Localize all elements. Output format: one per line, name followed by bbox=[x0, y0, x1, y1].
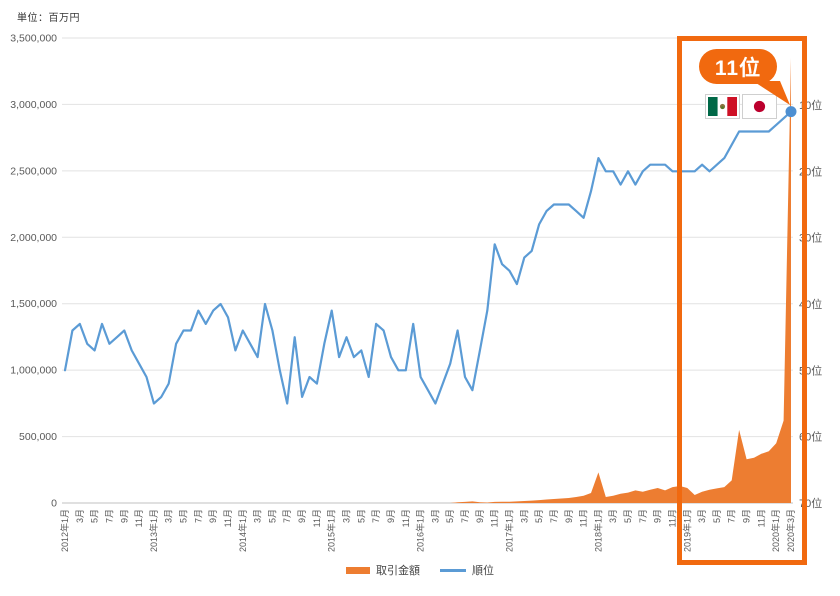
left-axis-tick-label: 2,500,000 bbox=[10, 165, 57, 177]
x-axis-tick-label: 2020年1月 bbox=[770, 509, 781, 552]
x-axis-tick-label: 9月 bbox=[564, 509, 574, 523]
x-axis-tick-label: 9月 bbox=[297, 509, 307, 523]
x-axis-tick-label: 5月 bbox=[179, 509, 189, 523]
x-axis-tick-label: 5月 bbox=[712, 509, 722, 523]
x-axis-tick-label: 2013年1月 bbox=[148, 509, 159, 552]
right-axis-tick-label: 40位 bbox=[799, 297, 822, 311]
left-axis-tick-label: 500,000 bbox=[19, 431, 57, 443]
x-axis-tick-label: 11月 bbox=[134, 509, 144, 527]
x-axis-tick-label: 11月 bbox=[579, 509, 589, 527]
x-axis-tick-label: 5月 bbox=[445, 509, 455, 523]
x-axis-tick-label: 2019年1月 bbox=[681, 509, 692, 552]
x-axis-tick-label: 9月 bbox=[475, 509, 485, 523]
x-axis-tick-label: 7月 bbox=[371, 509, 381, 523]
right-axis-tick-label: 10位 bbox=[799, 98, 822, 112]
left-axis-tick-label: 1,000,000 bbox=[10, 365, 57, 377]
x-axis-tick-label: 3月 bbox=[608, 509, 618, 523]
x-axis-tick-label: 11月 bbox=[490, 509, 500, 527]
unit-label: 単位：百万円 bbox=[17, 13, 80, 24]
legend: 取引金額 順位 bbox=[0, 562, 840, 578]
legend-item-rank: 順位 bbox=[440, 562, 494, 578]
x-axis-tick-label: 5月 bbox=[623, 509, 633, 523]
x-axis-tick-label: 3月 bbox=[253, 509, 263, 523]
gridlines bbox=[62, 37, 793, 504]
x-axis-tick-label: 9月 bbox=[653, 509, 663, 523]
right-axis-tick-label: 50位 bbox=[799, 363, 822, 377]
x-axis-tick-label: 2018年1月 bbox=[592, 509, 603, 552]
legend-swatch-rank-icon bbox=[440, 568, 466, 572]
x-axis-tick-label: 3月 bbox=[75, 509, 85, 523]
x-axis-tick-label: 5月 bbox=[267, 509, 277, 523]
x-axis-tick-label: 7月 bbox=[104, 509, 114, 523]
left-axis-tick-label: 3,500,000 bbox=[10, 33, 57, 45]
rank-callout-bubble: 11位 bbox=[699, 49, 777, 84]
right-axis-tick-label: 60位 bbox=[799, 430, 822, 444]
x-axis-tick-label: 11月 bbox=[756, 509, 766, 527]
x-axis-tick-label: 3月 bbox=[519, 509, 529, 523]
left-axis-tick-label: 2,000,000 bbox=[10, 232, 57, 244]
x-axis-tick-label: 11月 bbox=[667, 509, 677, 527]
x-axis-tick-label: 11月 bbox=[312, 509, 322, 527]
japan-flag-icon bbox=[742, 94, 777, 119]
legend-label-amount: 取引金額 bbox=[376, 565, 420, 577]
x-axis-tick-label: 2016年1月 bbox=[415, 509, 426, 552]
x-axis-tick-label: 3月 bbox=[430, 509, 440, 523]
right-axis-labels: 10位 20位 30位 40位 50位 60位 70位 bbox=[799, 98, 822, 510]
left-axis-tick-label: 3,000,000 bbox=[10, 99, 57, 111]
x-axis-labels: 2012年1月 3月 5月 7月 9月 11月 2013年1月 3月 5月 7月 9月 11月 2014… bbox=[59, 509, 796, 552]
left-axis-tick-label: 0 bbox=[51, 498, 57, 510]
x-axis-tick-label: 9月 bbox=[742, 509, 752, 523]
x-axis-tick-label: 5月 bbox=[534, 509, 544, 523]
x-axis-tick-label: 11月 bbox=[401, 509, 411, 527]
x-axis-tick-label: 11月 bbox=[223, 509, 233, 527]
x-axis-tick-label: 2012年1月 bbox=[59, 509, 70, 552]
left-axis-tick-label: 1,500,000 bbox=[10, 298, 57, 310]
rank-end-dot bbox=[785, 106, 797, 118]
right-axis-tick-label: 70位 bbox=[799, 496, 822, 510]
x-axis-tick-label: 3月 bbox=[697, 509, 707, 523]
mexico-flag-icon bbox=[705, 94, 740, 119]
legend-item-amount: 取引金額 bbox=[346, 562, 420, 578]
x-axis-tick-label: 5月 bbox=[90, 509, 100, 523]
right-axis-tick-label: 30位 bbox=[799, 231, 822, 245]
left-axis-labels: 3,500,000 3,000,000 2,500,000 2,000,000 1,50… bbox=[10, 33, 57, 510]
callout-tail-icon bbox=[753, 81, 790, 105]
rank-callout-text: 11位 bbox=[714, 56, 762, 80]
x-axis-tick-label: 9月 bbox=[119, 509, 129, 523]
x-axis-tick-label: 7月 bbox=[638, 509, 648, 523]
x-axis-tick-label: 2014年1月 bbox=[237, 509, 248, 552]
rank-line-series bbox=[63, 110, 793, 405]
x-axis-tick-label: 9月 bbox=[208, 509, 218, 523]
x-axis-tick-label: 5月 bbox=[356, 509, 366, 523]
x-axis-tick-label: 9月 bbox=[386, 509, 396, 523]
x-axis-tick-label: 7月 bbox=[727, 509, 737, 523]
legend-label-rank: 順位 bbox=[472, 565, 494, 577]
x-axis-tick-label: 2015年1月 bbox=[326, 509, 337, 552]
x-axis-tick-label: 2020年3月 bbox=[785, 509, 796, 552]
legend-swatch-amount-icon bbox=[346, 566, 370, 574]
x-axis-tick-label: 7月 bbox=[193, 509, 203, 523]
x-axis-tick-label: 7月 bbox=[282, 509, 292, 523]
x-axis-tick-label: 3月 bbox=[342, 509, 352, 523]
right-axis-tick-label: 20位 bbox=[799, 164, 822, 178]
x-axis-tick-label: 2017年1月 bbox=[503, 509, 514, 552]
x-axis-tick-label: 7月 bbox=[549, 509, 559, 523]
x-axis-tick-label: 3月 bbox=[164, 509, 174, 523]
x-axis-tick-label: 7月 bbox=[460, 509, 470, 523]
